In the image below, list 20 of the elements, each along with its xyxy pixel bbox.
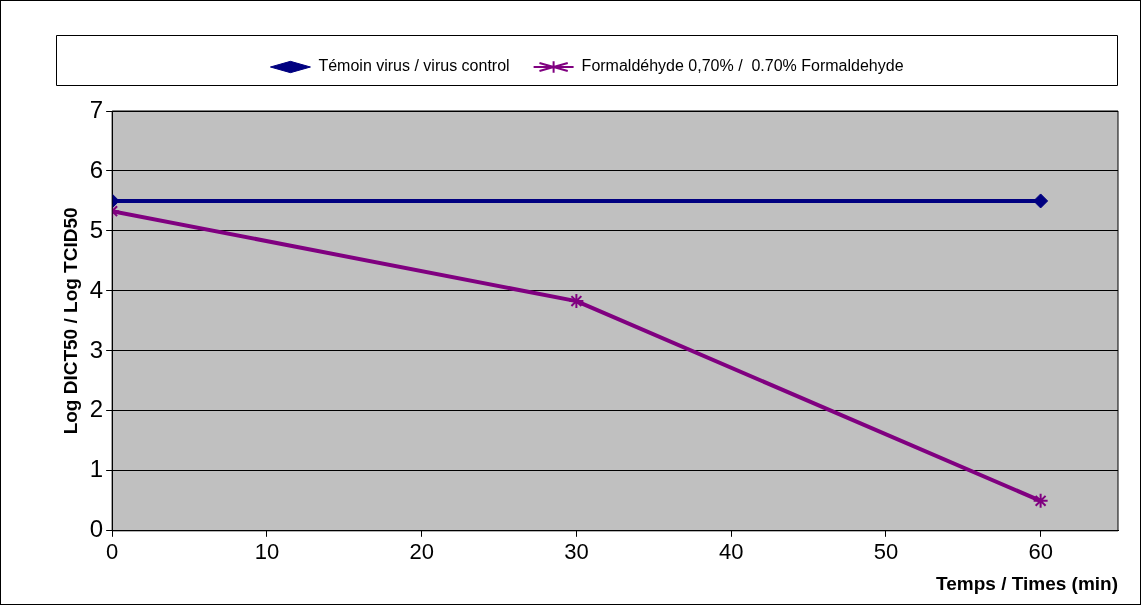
point xyxy=(1032,492,1049,509)
x-tick-label: 60 xyxy=(1028,539,1053,565)
y-tick-label: 5 xyxy=(89,215,104,243)
y-tick-label: 3 xyxy=(89,335,104,363)
y-tick-label: 6 xyxy=(89,155,104,183)
x-tick-label: 20 xyxy=(409,539,434,565)
y-tick-label: 7 xyxy=(89,95,104,123)
x-tick-label: 10 xyxy=(254,539,280,565)
x-tick-label: 50 xyxy=(873,539,899,565)
point xyxy=(568,293,585,310)
legend-label: Formaldéhyde 0,70% / 0.70% Formaldehyde xyxy=(581,57,904,75)
legend-label: Témoin virus / virus control xyxy=(318,57,510,75)
x-tick-label: 40 xyxy=(718,539,744,565)
y-tick-label: 1 xyxy=(89,455,104,483)
x-tick-label: 30 xyxy=(564,539,589,565)
y-tick-label: 0 xyxy=(89,515,104,543)
y-axis-title: Log DICT50 / Log TCID50 xyxy=(59,207,81,435)
y-tick-label: 4 xyxy=(89,275,104,303)
x-axis-title: Temps / Times (min) xyxy=(936,572,1118,594)
y-tick-label: 2 xyxy=(89,395,104,423)
